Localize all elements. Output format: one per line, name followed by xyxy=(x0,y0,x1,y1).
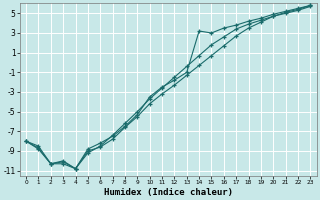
X-axis label: Humidex (Indice chaleur): Humidex (Indice chaleur) xyxy=(104,188,233,197)
